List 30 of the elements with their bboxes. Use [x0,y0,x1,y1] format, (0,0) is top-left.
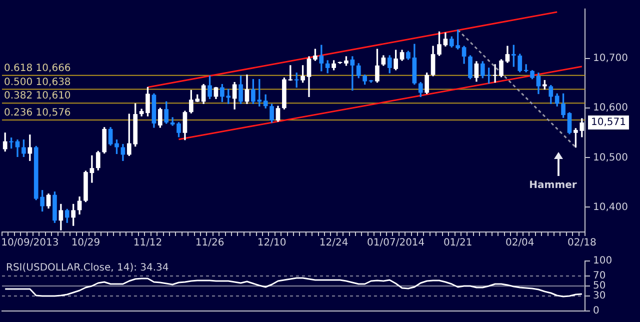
ref-line-label: 0.236 10,576 [4,108,71,119]
y-tick-label: 0 [593,306,600,317]
y-tick-label: 50 [593,280,606,292]
x-tick-label: 10/29 [71,238,100,249]
candlestick [492,64,498,83]
candlestick [90,155,94,183]
y-tick-label: 10,600 [593,102,628,114]
x-tick-label: 01/21 [443,238,472,249]
x-tick-label: 12/10 [257,238,286,249]
x-tick-label: 11/26 [195,238,224,249]
y-tick-label: 10,400 [593,202,628,213]
annotation: Hammer [529,180,577,191]
x-tick-label: 11/12 [133,238,162,249]
chart-title: RSI(USDOLLAR.Close, 14): 34.34 [6,262,169,274]
x-tick-label: 02/04 [505,238,534,249]
x-tick-label: 02/18 [567,238,596,249]
candlestick [170,117,175,126]
y-tick-label: 10,700 [593,53,628,64]
y-tick-label: 70 [593,270,606,282]
candlestick [350,56,355,91]
ref-line-label: 0.618 10,666 [4,63,71,74]
y-tick-label: 10,500 [593,152,628,164]
x-tick-label: 10/09/2013 [1,238,59,249]
ref-line-label: 0.382 10,610 [4,90,71,102]
ref-line-label: 0.500 10,638 [4,76,71,88]
y-tick-label: 30 [593,290,606,302]
text: 10,571 [591,117,626,128]
x-tick-label: 01/07/2014 [367,238,425,249]
y-tick-label: 100 [593,256,612,267]
x-tick-label: 12/24 [319,238,348,249]
